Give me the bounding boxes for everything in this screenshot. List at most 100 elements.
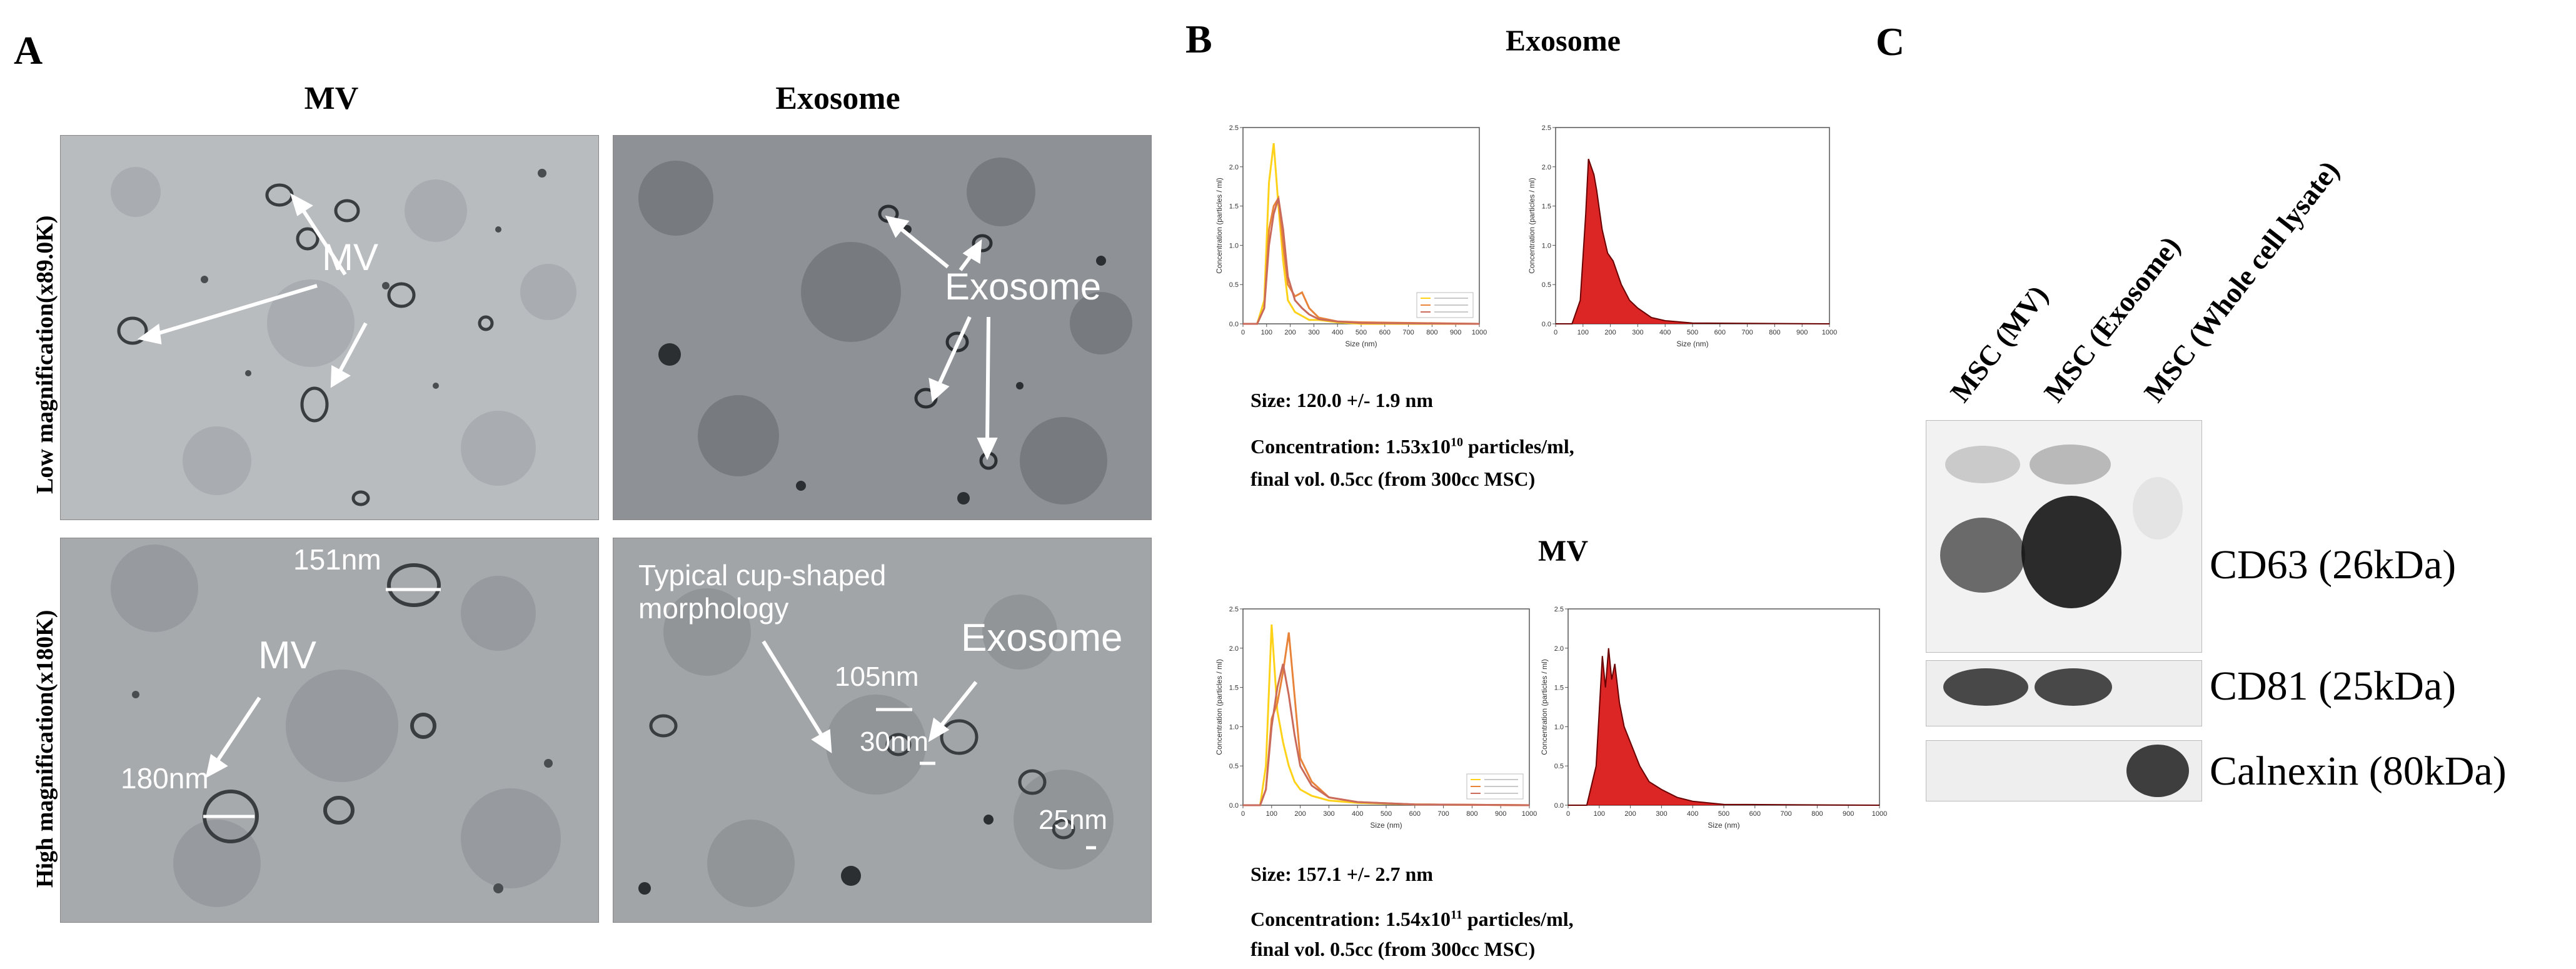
tem-image-low-exosome: Exosome bbox=[613, 135, 1152, 520]
y-tick-label: 1.5 bbox=[1542, 203, 1551, 211]
x-axis-label: Size (nm) bbox=[1708, 821, 1739, 830]
x-tick-label: 900 bbox=[1495, 810, 1506, 818]
y-tick-label: 2.5 bbox=[1542, 124, 1551, 132]
x-tick-label: 300 bbox=[1308, 329, 1319, 336]
annotation-size-151nm: 151nm bbox=[293, 543, 381, 576]
y-axis-label: Concentration (particles / ml) bbox=[1215, 659, 1224, 755]
y-axis-label: Concentration (particles / ml) bbox=[1540, 659, 1549, 755]
y-tick-label: 2.0 bbox=[1554, 645, 1564, 653]
tem-image-high-exosome: Typical cup-shaped morphology Exosome 10… bbox=[613, 538, 1152, 923]
x-tick-label: 100 bbox=[1577, 329, 1589, 336]
x-tick-label: 700 bbox=[1741, 329, 1753, 336]
annotation-size-25nm: 25nm bbox=[1039, 805, 1107, 835]
panel-b-letter: B bbox=[1185, 17, 1212, 61]
y-tick-label: 0.5 bbox=[1554, 763, 1564, 770]
y-tick-label: 0.0 bbox=[1542, 321, 1551, 328]
x-tick-label: 200 bbox=[1294, 810, 1306, 818]
x-axis-label: Size (nm) bbox=[1676, 339, 1708, 348]
x-tick-label: 100 bbox=[1261, 329, 1272, 336]
x-tick-label: 0 bbox=[1241, 329, 1245, 336]
annotation-exosome-low: Exosome bbox=[945, 266, 1101, 308]
series-line bbox=[1243, 663, 1530, 806]
mv-size-stat: Size: 157.1 +/- 2.7 nm bbox=[1250, 863, 1433, 885]
panel-a-letter: A bbox=[14, 28, 43, 73]
y-tick-label: 2.0 bbox=[1542, 164, 1551, 171]
col-header-mv: MV bbox=[304, 81, 359, 116]
annotation-size-180nm: 180nm bbox=[121, 762, 209, 795]
exosome-size-stat: Size: 120.0 +/- 1.9 nm bbox=[1250, 389, 1433, 411]
annotation-size-105nm: 105nm bbox=[835, 661, 919, 692]
x-tick-label: 400 bbox=[1659, 329, 1671, 336]
y-tick-label: 1.5 bbox=[1229, 685, 1239, 692]
nta-chart-exosome-average: 0 100 200 300 400 500 600 700 800 900 1000 0.0 0.5 1.… bbox=[1527, 124, 1837, 348]
x-tick-label: 800 bbox=[1811, 810, 1823, 818]
annotation-size-30nm: 30nm bbox=[860, 726, 928, 757]
y-tick-label: 1.0 bbox=[1554, 723, 1564, 731]
y-tick-label: 0.5 bbox=[1542, 281, 1551, 289]
y-tick-label: 0.0 bbox=[1229, 802, 1239, 810]
x-tick-label: 200 bbox=[1604, 329, 1616, 336]
y-tick-label: 2.5 bbox=[1229, 124, 1239, 132]
panel-c-letter: C bbox=[1876, 19, 1905, 64]
x-tick-label: 0 bbox=[1241, 810, 1245, 818]
y-tick-label: 1.0 bbox=[1229, 242, 1239, 249]
x-tick-label: 900 bbox=[1843, 810, 1854, 818]
mv-final-volume: final vol. 0.5cc (from 300cc MSC) bbox=[1250, 938, 1536, 960]
x-tick-label: 100 bbox=[1266, 810, 1277, 818]
series-line bbox=[1243, 625, 1530, 806]
lane-label-msc-whole-cell-lysate: MSC (Whole cell lysate) bbox=[2138, 154, 2346, 408]
x-tick-label: 0 bbox=[1554, 329, 1557, 336]
col-header-exosome: Exosome bbox=[775, 81, 900, 116]
annotation-cup-shaped-line2: morphology bbox=[638, 592, 788, 625]
band-label-calnexin: Calnexin (80kDa) bbox=[2210, 748, 2507, 794]
x-tick-label: 0 bbox=[1566, 810, 1570, 818]
nta-title-exosome: Exosome bbox=[1506, 24, 1621, 58]
y-tick-label: 0.0 bbox=[1554, 802, 1564, 810]
x-tick-label: 400 bbox=[1352, 810, 1363, 818]
x-tick-label: 600 bbox=[1379, 329, 1391, 336]
blot-cd63 bbox=[1926, 420, 2202, 653]
x-tick-label: 900 bbox=[1796, 329, 1808, 336]
x-tick-label: 500 bbox=[1381, 810, 1392, 818]
mv-concentration-stat: Concentration: 1.54x1011 particles/ml, bbox=[1250, 908, 1574, 930]
nta-chart-mv-overlay: 0 100 200 300 400 500 600 700 800 900 1000 0.0 0.5 1.… bbox=[1215, 606, 1537, 830]
row-label-high-magnification: High magnification(x180K) bbox=[32, 610, 58, 888]
series-line bbox=[1243, 198, 1480, 325]
x-tick-label: 800 bbox=[1426, 329, 1437, 336]
x-tick-label: 300 bbox=[1632, 329, 1643, 336]
y-tick-label: 1.0 bbox=[1542, 242, 1551, 249]
exosome-final-volume: final vol. 0.5cc (from 300cc MSC) bbox=[1250, 468, 1536, 490]
y-axis-label: Concentration (particles / ml) bbox=[1215, 178, 1224, 273]
annotation-cup-shaped-line1: Typical cup-shaped bbox=[638, 559, 886, 591]
annotation-mv-high: MV bbox=[258, 634, 317, 677]
annotation-mv-low: MV bbox=[322, 236, 378, 278]
x-tick-label: 300 bbox=[1656, 810, 1667, 818]
x-tick-label: 100 bbox=[1594, 810, 1605, 818]
nta-title-mv: MV bbox=[1538, 535, 1588, 568]
x-tick-label: 500 bbox=[1687, 329, 1698, 336]
x-tick-label: 600 bbox=[1749, 810, 1761, 818]
row-label-low-magnification: Low magnification(x89.0K) bbox=[32, 215, 58, 494]
x-axis-label: Size (nm) bbox=[1345, 339, 1377, 348]
x-tick-label: 1000 bbox=[1472, 329, 1487, 336]
x-tick-label: 400 bbox=[1687, 810, 1698, 818]
x-tick-label: 1000 bbox=[1872, 810, 1887, 818]
y-tick-label: 1.0 bbox=[1229, 723, 1239, 731]
blot-cd81 bbox=[1926, 660, 2202, 726]
x-tick-label: 500 bbox=[1356, 329, 1367, 336]
y-tick-label: 2.5 bbox=[1554, 606, 1564, 613]
y-tick-label: 1.5 bbox=[1554, 685, 1564, 692]
blot-calnexin bbox=[1926, 740, 2202, 801]
x-tick-label: 1000 bbox=[1522, 810, 1537, 818]
nta-chart-mv-average: 0 100 200 300 400 500 600 700 800 900 1000 0.0 0.5 1.… bbox=[1540, 606, 1887, 830]
y-tick-label: 0.5 bbox=[1229, 763, 1239, 770]
x-tick-label: 700 bbox=[1437, 810, 1449, 818]
x-tick-label: 900 bbox=[1450, 329, 1461, 336]
y-tick-label: 2.0 bbox=[1229, 164, 1239, 171]
exosome-concentration-stat: Concentration: 1.53x1010 particles/ml, bbox=[1250, 435, 1574, 458]
series-area bbox=[1556, 159, 1829, 324]
x-tick-label: 1000 bbox=[1822, 329, 1837, 336]
x-tick-label: 600 bbox=[1714, 329, 1726, 336]
y-tick-label: 0.0 bbox=[1229, 321, 1239, 328]
x-tick-label: 400 bbox=[1332, 329, 1343, 336]
